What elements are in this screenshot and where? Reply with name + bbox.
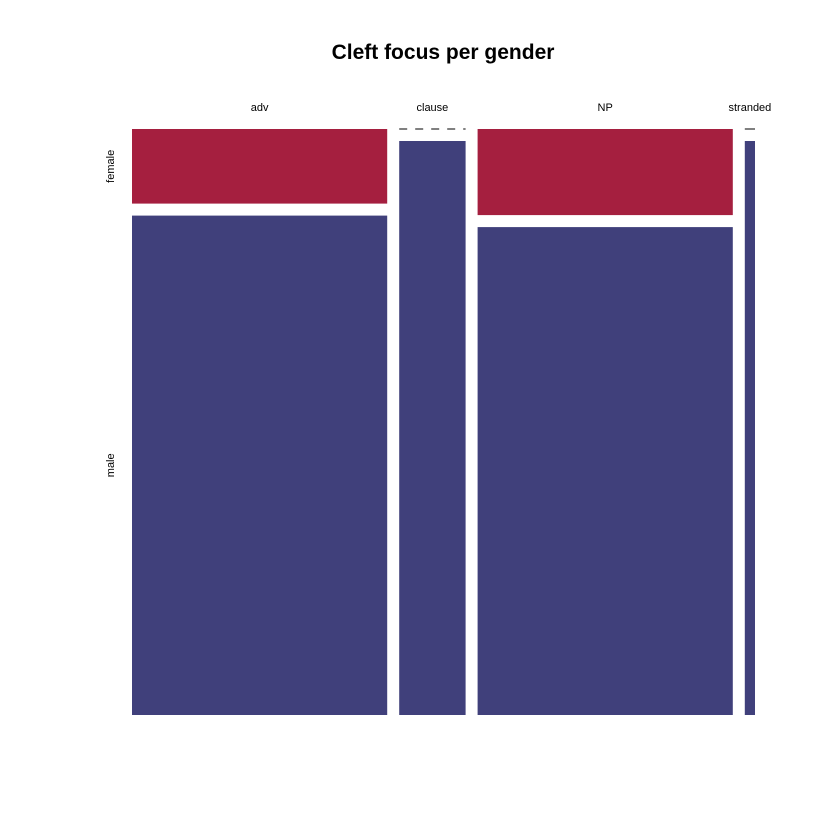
mosaic-tiles bbox=[132, 128, 755, 715]
tile-stranded-male bbox=[744, 141, 755, 715]
column-label-NP: NP bbox=[598, 102, 613, 114]
chart-title: Cleft focus per gender bbox=[332, 41, 555, 64]
tile-adv-female bbox=[132, 129, 388, 204]
column-labels: adv clause NP stranded bbox=[251, 102, 772, 114]
tile-NP-female bbox=[477, 129, 733, 216]
column-label-adv: adv bbox=[251, 102, 269, 114]
column-label-stranded: stranded bbox=[728, 102, 771, 114]
tile-NP-male bbox=[477, 227, 733, 715]
tile-adv-male bbox=[132, 215, 388, 715]
row-label-male: male bbox=[105, 453, 117, 477]
row-labels: female male bbox=[105, 150, 117, 477]
column-label-clause: clause bbox=[417, 102, 449, 114]
row-label-female: female bbox=[105, 150, 117, 183]
tile-clause-male bbox=[399, 141, 466, 715]
